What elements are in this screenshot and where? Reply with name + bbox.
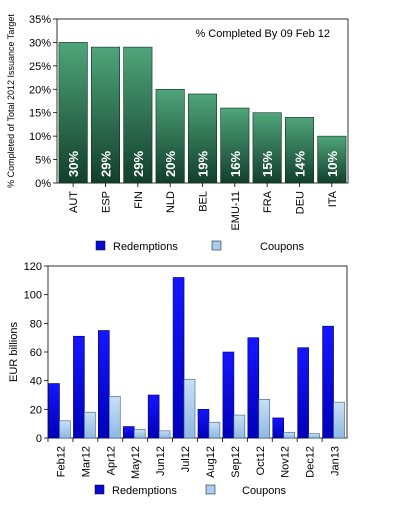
bar-fin [123,46,153,184]
y-tick-label: 25% [29,61,51,73]
completion-y-axis-label: % Completed of Total 2012 Issuance Targe… [6,14,16,188]
bar-redemptions-jun12 [147,394,160,439]
bar-redemptions-nov12 [272,417,285,439]
y-tick-label: 5% [35,155,51,167]
completion-y-axis: 0% 5% 10% 15% 20% 25% 30% 35% [29,14,57,190]
y-tick-label: 40 [30,376,42,388]
bar-coupons-may12 [133,429,146,439]
completion-x-axis: AUT ESP FIN NLD BEL EMU-11 FRA DEU ITA [68,183,339,231]
x-tick-label: Feb12 [55,446,67,477]
bar-redemptions-oct12 [247,337,260,439]
bar-coupons-sep12 [233,414,246,439]
y-tick-label: 30% [29,37,51,49]
data-label: 16% [228,151,243,177]
bar-bel [187,93,218,184]
bar-coupons-apr12 [108,396,121,439]
data-label: 15% [260,151,275,177]
data-label: 29% [131,151,146,177]
y-tick-label: 80 [30,318,42,330]
y-tick-label: 0% [35,178,51,190]
data-label: 10% [325,151,340,177]
y-tick-label: 10% [29,131,51,143]
data-label: 19% [196,151,211,177]
redemptions-chart-legend: Redemptions Coupons [94,484,287,497]
redemptions-y-axis: 0 20 40 60 80 100 120 [24,261,48,445]
bar-redemptions-apr12 [98,330,110,439]
redemptions-y-axis-label: EUR billions [8,322,20,382]
x-tick-label: ESP [101,191,113,213]
legend-label-coupons: Coupons [260,241,305,253]
x-tick-label: May12 [130,446,142,479]
bar-redemptions-mar12 [73,335,85,439]
bar-esp [90,46,121,184]
y-tick-label: 0 [36,433,42,445]
legend-swatch-redemptions [94,484,105,495]
redemptions-x-axis: Feb12 Mar12 Apr12 May12 Jun12 Jul12 Aug12 Sep12… [47,438,342,479]
redemptions-bars [48,277,345,439]
x-tick-label: FIN [133,191,145,209]
bar-redemptions-jan13 [322,325,334,439]
x-tick-label: EMU-11 [230,191,242,231]
legend-label-redemptions: Redemptions [113,241,178,253]
bar-coupons-feb12 [59,420,71,439]
completion-chart-legend: Redemptions Coupons [95,240,305,253]
bar-ita [317,135,347,184]
x-tick-label: Mar12 [80,446,92,477]
x-tick-label: BEL [198,191,210,212]
bar-redemptions-dec12 [297,347,309,439]
x-tick-label: DEU [295,191,307,214]
bar-redemptions-aug12 [197,409,210,439]
y-tick-label: 120 [24,261,42,273]
bar-coupons-mar12 [84,411,96,439]
x-tick-label: Jul12 [180,446,192,472]
y-tick-label: 20% [29,84,51,96]
data-label: 20% [163,151,178,177]
bar-coupons-jun12 [158,430,171,439]
bar-coupons-aug12 [208,421,221,439]
y-tick-label: 35% [29,14,51,26]
legend-swatch-coupons [211,240,222,251]
data-label: 14% [293,151,308,177]
redemptions-coupons-chart: 0 20 40 60 80 100 120 Feb12 Mar12 Apr12 May12 Jun1… [8,261,348,479]
bar-redemptions-feb12 [48,383,60,439]
bar-coupons-oct12 [258,398,271,439]
bar-coupons-jul12 [183,378,196,439]
bar-coupons-nov12 [283,431,295,439]
y-tick-label: 60 [30,347,42,359]
x-tick-label: Sep12 [230,446,242,478]
bar-redemptions-may12 [122,426,135,439]
legend-label-coupons: Coupons [242,485,287,497]
x-tick-label: Jun12 [155,446,167,476]
x-tick-label: NLD [165,191,177,213]
bar-nld [155,88,185,184]
data-label: 29% [99,151,114,177]
legend-swatch-redemptions [95,240,106,251]
bar-fra [252,112,282,184]
bar-coupons-jan13 [333,401,345,439]
completion-bars: 30% 29% 29% 20% 19% 16% 15% 14% 10% [58,42,347,184]
x-tick-label: ITA [327,190,339,207]
bar-deu [284,117,315,184]
y-tick-label: 20 [30,404,42,416]
y-tick-label: 100 [24,290,42,302]
bar-coupons-dec12 [308,433,320,439]
x-tick-label: Dec12 [305,446,317,478]
data-label: 30% [66,151,81,177]
bar-redemptions-sep12 [222,351,235,439]
x-tick-label: FRA [262,190,274,213]
x-tick-label: AUT [68,191,80,213]
completion-chart-title: % Completed By 09 Feb 12 [195,28,330,40]
y-tick-label: 15% [29,108,51,120]
x-tick-label: Nov12 [280,446,292,478]
legend-label-redemptions: Redemptions [112,485,177,497]
completion-bar-chart: 0% 5% 10% 15% 20% 25% 30% 35% 30% 29% 29% 20% 19% 16… [6,14,349,231]
x-tick-label: Aug12 [205,446,217,478]
bar-redemptions-jul12 [172,277,185,439]
x-tick-label: Apr12 [105,446,117,475]
bar-emu-11 [220,107,250,184]
x-tick-label: Oct12 [255,446,267,475]
x-tick-label: Jan13 [330,446,342,476]
legend-swatch-coupons [205,484,216,495]
